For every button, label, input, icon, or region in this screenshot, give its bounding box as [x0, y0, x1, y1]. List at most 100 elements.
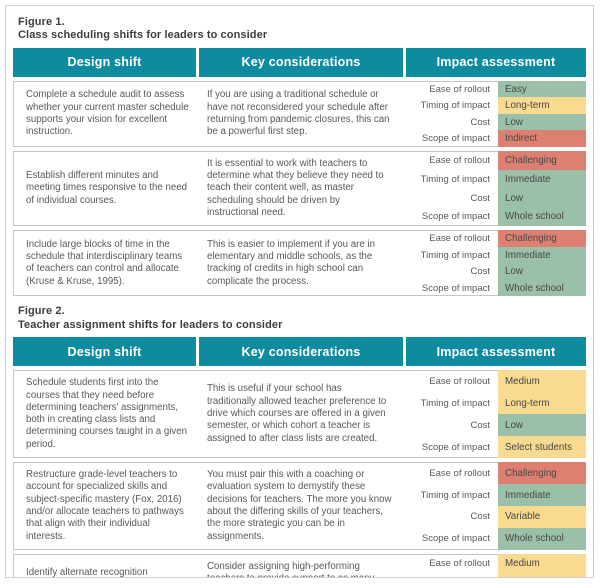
impact-category-label: Cost	[470, 266, 490, 278]
impact-line: Ease of rollout Medium	[403, 553, 586, 573]
figure-2-label: Figure 2.	[18, 305, 65, 318]
impact-assessment-cell: Ease of rollout Challenging Timing of im…	[403, 230, 586, 297]
key-considerations-cell: If you are using a traditional schedule …	[207, 89, 390, 138]
impact-value-chip: Whole school	[498, 527, 586, 550]
header-cell-design-shift: Design shift	[13, 337, 196, 367]
impact-category-label: Ease of rollout	[429, 154, 490, 166]
impact-value-chip: Low	[498, 113, 586, 131]
figure-2-section: Figure 2. Teacher assignment shifts for …	[13, 305, 586, 578]
impact-line: Cost Low	[403, 263, 586, 280]
table-row: Schedule students first into the courses…	[13, 370, 586, 459]
design-shift-cell: Schedule students first into the courses…	[26, 377, 188, 450]
page-frame: Figure 1. Class scheduling shifts for le…	[5, 5, 594, 578]
impact-value-chip: Whole school	[498, 279, 586, 297]
impact-line: Timing of impact Long-term	[403, 392, 586, 415]
impact-assessment-cell: Ease of rollout Easy Timing of impact Lo…	[403, 80, 586, 147]
impact-line: Ease of rollout Challenging	[403, 230, 586, 247]
impact-category-label: Cost	[470, 511, 490, 523]
header-cell-impact-assessment: Impact assessment	[406, 337, 586, 367]
table-row: Establish different minutes and meeting …	[13, 150, 586, 227]
impact-value-chip: Long-term	[498, 572, 586, 577]
key-considerations-cell: You must pair this with a coaching or ev…	[207, 469, 392, 542]
impact-line: Timing of impact Long-term	[403, 97, 586, 114]
impact-category-label: Ease of rollout	[429, 557, 490, 569]
figure-1-title: Class scheduling shifts for leaders to c…	[18, 29, 268, 42]
figure-1-table: Design shift Key considerations Impact a…	[13, 47, 586, 297]
impact-category-label: Timing of impact	[420, 100, 490, 112]
figure-2-table: Design shift Key considerations Impact a…	[13, 337, 586, 578]
impact-line: Ease of rollout Challenging	[403, 462, 586, 485]
figure-2-title: Teacher assignment shifts for leaders to…	[18, 318, 283, 331]
impact-line: Cost Low	[403, 414, 586, 437]
impact-value-chip: Immediate	[498, 246, 586, 264]
impact-value-chip: Low	[498, 263, 586, 280]
impact-line: Timing of impact Long-term	[403, 572, 586, 578]
key-considerations-cell: This is useful if your school has tradit…	[207, 383, 387, 444]
table-header-row: Design shift Key considerations Impact a…	[13, 47, 586, 77]
impact-category-label: Scope of impact	[421, 133, 490, 145]
impact-category-label: Ease of rollout	[429, 375, 490, 387]
impact-category-label: Ease of rollout	[429, 233, 490, 245]
impact-category-label: Timing of impact	[420, 173, 490, 185]
impact-value-chip: Medium	[498, 370, 586, 393]
impact-line: Scope of impact Indirect	[403, 130, 586, 147]
impact-value-chip: Whole school	[498, 207, 586, 227]
impact-line: Timing of impact Immediate	[403, 246, 586, 264]
impact-value-chip: Select students	[498, 436, 586, 459]
impact-category-label: Scope of impact	[421, 211, 490, 223]
impact-value-chip: Immediate	[498, 169, 586, 189]
impact-category-label: Scope of impact	[421, 282, 490, 294]
header-cell-key-considerations: Key considerations	[199, 47, 403, 77]
impact-category-label: Timing of impact	[403, 573, 498, 578]
figure-1-section: Figure 1. Class scheduling shifts for le…	[13, 16, 586, 297]
impact-category-label: Scope of impact	[421, 533, 490, 545]
impact-value-chip: Indirect	[498, 130, 586, 147]
impact-value-chip: Variable	[498, 506, 586, 528]
impact-value-chip: Challenging	[498, 462, 586, 485]
impact-line: Ease of rollout Medium	[403, 370, 586, 393]
table-row: Include large blocks of time in the sche…	[13, 230, 586, 297]
impact-value-chip: Medium	[498, 553, 586, 573]
impact-line: Cost Low	[403, 113, 586, 131]
design-shift-cell: Identify alternate recognition structure…	[26, 567, 148, 578]
impact-assessment-cell: Ease of rollout Challenging Timing of im…	[403, 462, 586, 550]
impact-assessment-cell: Ease of rollout Medium Timing of impact …	[403, 553, 586, 578]
table-row: Complete a schedule audit to assess whet…	[13, 80, 586, 147]
figure-2-caption: Figure 2. Teacher assignment shifts for …	[18, 305, 586, 332]
impact-category-label: Cost	[470, 192, 490, 204]
table-row: Restructure grade-level teachers to acco…	[13, 462, 586, 550]
impact-value-chip: Immediate	[498, 484, 586, 506]
impact-value-chip: Long-term	[498, 97, 586, 114]
impact-line: Timing of impact Immediate	[403, 484, 586, 506]
impact-line: Scope of impact Whole school	[403, 527, 586, 550]
impact-value-chip: Low	[498, 414, 586, 437]
impact-line: Ease of rollout Easy	[403, 80, 586, 98]
impact-value-chip: Long-term	[498, 392, 586, 415]
impact-line: Cost Low	[403, 188, 586, 208]
impact-category-label: Timing of impact	[420, 249, 490, 261]
key-considerations-cell: It is essential to work with teachers to…	[207, 157, 384, 219]
header-cell-impact-assessment: Impact assessment	[406, 47, 586, 77]
impact-value-chip: Easy	[498, 80, 586, 98]
impact-assessment-cell: Ease of rollout Challenging Timing of im…	[403, 150, 586, 227]
impact-assessment-cell: Ease of rollout Medium Timing of impact …	[403, 370, 586, 459]
impact-category-label: Scope of impact	[421, 441, 490, 453]
impact-line: Cost Variable	[403, 506, 586, 528]
design-shift-cell: Include large blocks of time in the sche…	[26, 238, 183, 287]
impact-line: Ease of rollout Challenging	[403, 150, 586, 170]
impact-line: Scope of impact Select students	[403, 436, 586, 459]
table-row: Identify alternate recognition structure…	[13, 553, 586, 578]
header-cell-key-considerations: Key considerations	[199, 337, 403, 367]
impact-category-label: Ease of rollout	[429, 83, 490, 95]
impact-line: Scope of impact Whole school	[403, 207, 586, 227]
impact-value-chip: Low	[498, 188, 586, 208]
key-considerations-cell: Consider assigning high-performing teach…	[207, 560, 374, 577]
impact-line: Scope of impact Whole school	[403, 279, 586, 297]
table-header-row: Design shift Key considerations Impact a…	[13, 337, 586, 367]
design-shift-cell: Establish different minutes and meeting …	[26, 170, 188, 206]
header-cell-design-shift: Design shift	[13, 47, 196, 77]
impact-line: Timing of impact Immediate	[403, 169, 586, 189]
design-shift-cell: Complete a schedule audit to assess whet…	[26, 89, 189, 138]
impact-category-label: Cost	[470, 419, 490, 431]
key-considerations-cell: This is easier to implement if you are i…	[207, 238, 375, 287]
